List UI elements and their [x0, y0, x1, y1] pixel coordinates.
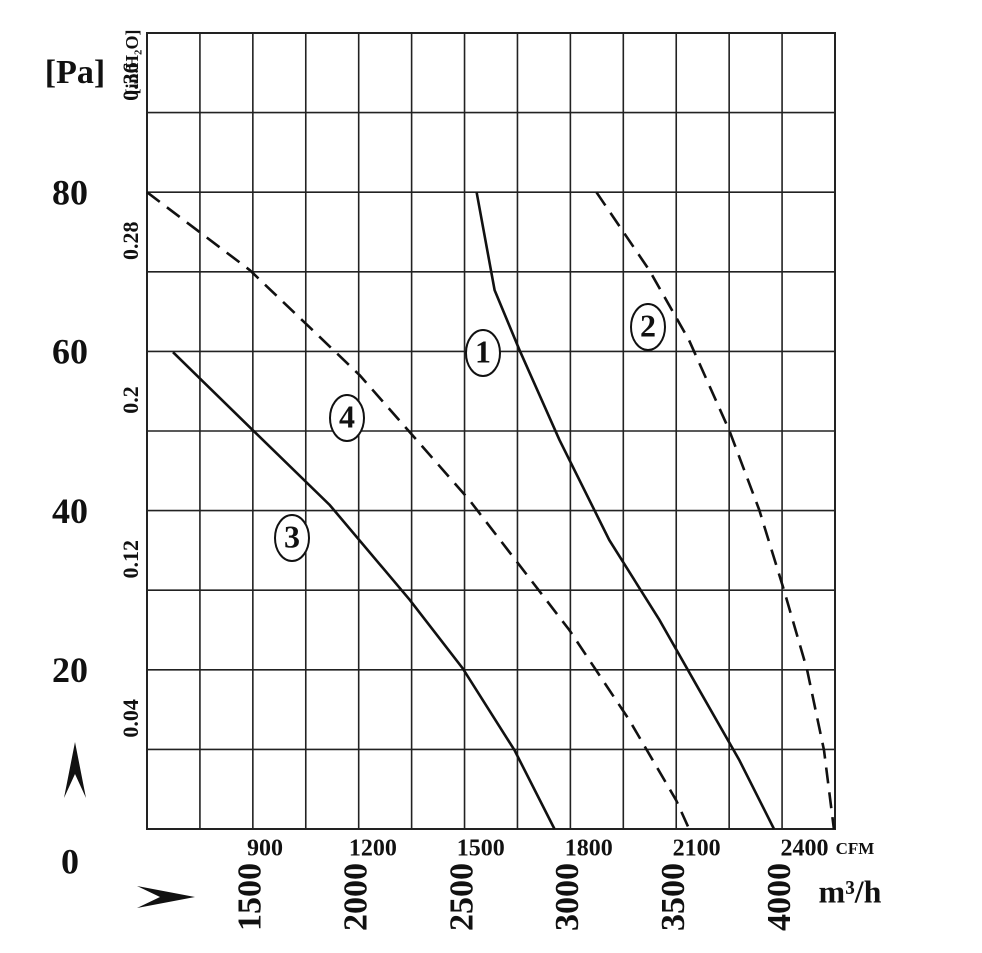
x2-tick-label: 2400 [780, 836, 828, 862]
curve-label-circle [329, 394, 365, 442]
y-axis-arrow [64, 742, 86, 798]
curve-label: 3 [284, 518, 300, 554]
x2-tick-label: 1200 [349, 836, 397, 862]
x-tick-label: 3500 [655, 863, 692, 931]
y-unit-label: [Pa] [45, 54, 105, 91]
y2-tick-label: 0.2 [118, 386, 143, 414]
y-tick-label: 20 [52, 650, 88, 690]
y-tick-label: 0 [61, 841, 79, 881]
curve-label-circle [274, 514, 310, 562]
x-tick-label: 2500 [443, 863, 480, 931]
curve-label-circle [465, 329, 501, 377]
y2-tick-label: 0.04 [118, 699, 143, 738]
curve-label: 1 [475, 333, 491, 369]
x-tick-label: 4000 [761, 863, 798, 931]
y2-tick-label: 0.36 [118, 62, 143, 101]
curve [172, 351, 556, 830]
x-tick-label: 2000 [337, 863, 374, 931]
y-tick-label: 80 [52, 172, 88, 212]
x2-tick-label: 1500 [457, 836, 505, 862]
y-tick-label: 40 [52, 491, 88, 531]
y2-tick-label: 0.12 [118, 540, 143, 579]
curve [595, 191, 836, 830]
x-tick-label: 1500 [232, 863, 269, 931]
curve-label: 4 [339, 398, 355, 434]
x2-tick-label: 1800 [565, 836, 613, 862]
y2-tick-label: 0.28 [118, 222, 143, 260]
curve-label-circle [630, 303, 666, 351]
x-axis-arrow [137, 886, 195, 908]
x-unit-label: m³/h [819, 873, 882, 909]
y2-unit-label: [in.H₂O] [122, 30, 142, 95]
curve-label: 2 [640, 307, 656, 343]
curve [146, 191, 691, 830]
curve [475, 191, 776, 830]
x2-tick-label: 2100 [673, 836, 721, 862]
x2-unit-label: CFM [836, 839, 875, 858]
x-tick-label: 3000 [549, 863, 586, 931]
x2-tick-label: 900 [247, 836, 283, 862]
y-tick-label: 60 [52, 332, 88, 372]
